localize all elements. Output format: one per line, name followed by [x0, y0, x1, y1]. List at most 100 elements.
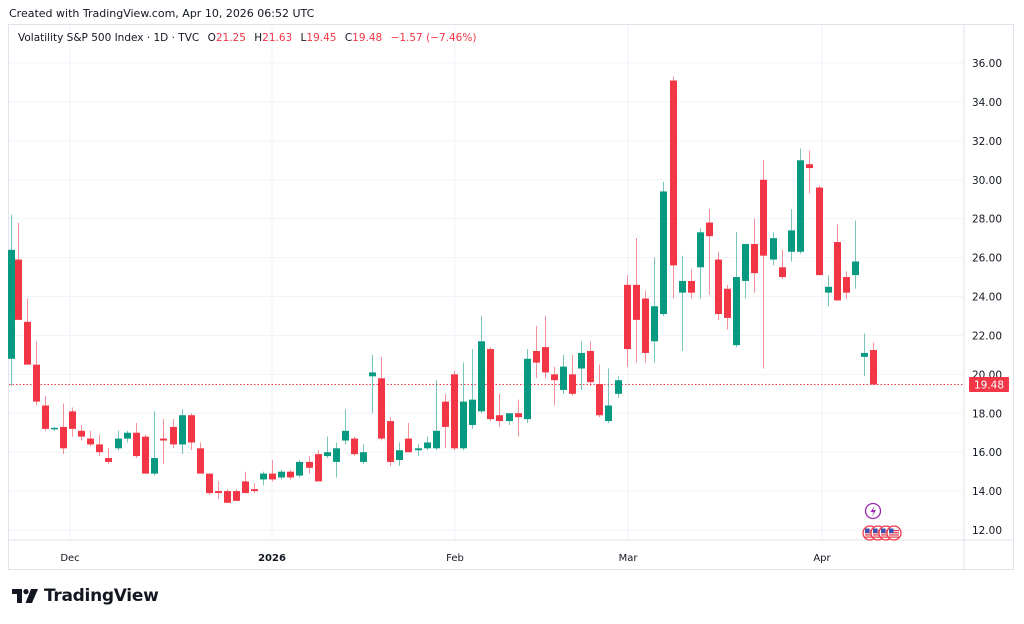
candle — [451, 370, 458, 451]
candle-body — [433, 430, 440, 449]
candle — [605, 368, 612, 424]
candle-body — [306, 461, 313, 468]
svg-text:19.48: 19.48 — [974, 379, 1004, 391]
candle — [415, 444, 422, 457]
candle — [133, 423, 140, 459]
candle — [542, 315, 549, 379]
candle — [697, 228, 704, 299]
candle — [224, 489, 231, 503]
candle-body — [642, 298, 649, 353]
candle — [843, 271, 850, 299]
candle-body — [460, 401, 467, 449]
candle-body — [115, 438, 122, 449]
candle — [142, 434, 149, 474]
price-axis[interactable]: 36.00 34.00 32.00 30.00 28.00 26.00 24.00 22.00… — [972, 58, 1002, 537]
candle — [834, 224, 841, 301]
candle-body — [651, 306, 658, 342]
candle — [615, 376, 622, 398]
candle-body — [133, 432, 140, 457]
candle — [733, 232, 740, 348]
time-tick-label: Apr — [813, 553, 831, 564]
candle-body — [387, 421, 394, 462]
candle — [578, 341, 585, 390]
candle — [188, 413, 195, 451]
price-tick-label: 22.00 — [972, 330, 1002, 342]
candle — [151, 411, 158, 476]
candle-body — [188, 415, 195, 443]
candle-body — [670, 80, 677, 266]
candle-body — [179, 415, 186, 445]
candle-body — [524, 358, 531, 420]
candle-body — [615, 380, 622, 394]
candle-body — [706, 222, 713, 237]
candle-body — [861, 352, 868, 357]
candle — [633, 238, 640, 363]
candle — [724, 284, 731, 330]
candle-body — [587, 351, 594, 383]
candle-body — [233, 491, 240, 501]
candle — [69, 407, 76, 437]
candle-body — [660, 191, 667, 315]
candle — [396, 442, 403, 466]
candle-body — [825, 286, 832, 293]
candle-body — [569, 374, 576, 394]
candle — [679, 255, 686, 352]
candle-body — [87, 438, 94, 445]
price-tick-label: 18.00 — [972, 408, 1002, 420]
candle — [179, 409, 186, 455]
candle — [515, 399, 522, 437]
candle — [688, 269, 695, 299]
candle — [524, 349, 531, 424]
candle — [78, 424, 85, 441]
candle-body — [760, 179, 767, 256]
symbol-title[interactable]: Volatility S&P 500 Index · 1D · TVC — [18, 32, 200, 44]
candle-body — [51, 427, 58, 430]
candle — [8, 214, 15, 387]
candle-body — [560, 366, 567, 390]
candle-body — [451, 374, 458, 449]
candle-body — [224, 491, 231, 503]
candle-body — [834, 242, 841, 301]
candle — [660, 181, 667, 316]
candle — [251, 483, 258, 494]
candle — [287, 469, 294, 480]
candle — [825, 275, 832, 307]
tradingview-logo[interactable]: TradingView — [12, 586, 159, 606]
candle — [852, 220, 859, 289]
candle — [706, 208, 713, 295]
candle — [405, 423, 412, 453]
candle-body — [170, 426, 177, 445]
candle-body — [324, 452, 331, 457]
candle-body — [396, 450, 403, 460]
candle-body — [596, 384, 603, 416]
candle — [760, 160, 767, 369]
time-axis[interactable]: Dec 2026 Feb Mar Apr — [60, 553, 831, 564]
candle — [569, 354, 576, 396]
candle-body — [369, 372, 376, 377]
open-value: 21.25 — [215, 32, 246, 44]
candle-body — [733, 277, 740, 346]
candle — [306, 456, 313, 474]
event-marker[interactable] — [864, 502, 882, 520]
candle — [442, 393, 449, 449]
candle-body — [816, 187, 823, 276]
candle-body — [151, 458, 158, 474]
candle — [242, 471, 249, 494]
logo-text: TradingView — [44, 586, 159, 606]
candle — [342, 409, 349, 445]
chart-legend: Volatility S&P 500 Index · 1D · TVC O21.… — [18, 32, 476, 44]
candle — [642, 290, 649, 363]
us-flag-icon[interactable] — [886, 525, 902, 541]
candle — [651, 257, 658, 363]
candle — [233, 489, 240, 501]
price-tick-label: 34.00 — [972, 97, 1002, 109]
candle — [806, 150, 813, 194]
economic-events-flags[interactable] — [862, 525, 902, 541]
price-tick-label: 36.00 — [972, 58, 1002, 70]
candle-body — [260, 473, 267, 480]
candle — [861, 333, 868, 377]
candle-body — [578, 352, 585, 369]
price-tick-label: 28.00 — [972, 214, 1002, 226]
candle-body — [624, 284, 631, 350]
